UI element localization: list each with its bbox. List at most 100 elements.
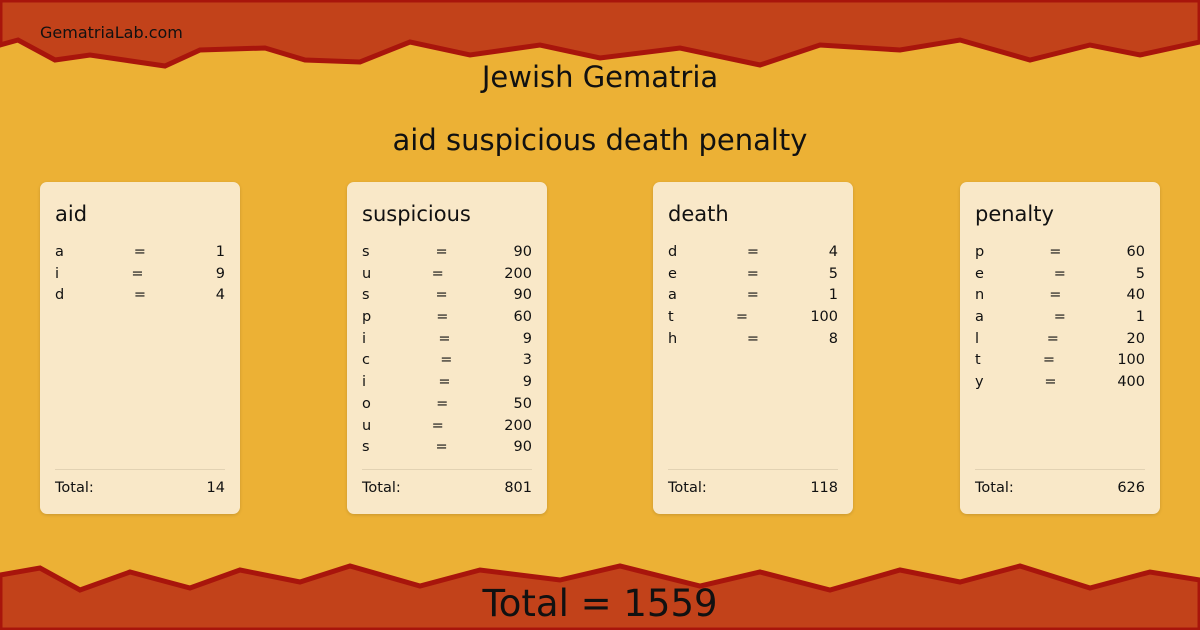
letter: p [975, 244, 985, 260]
word-total: 118 [810, 480, 838, 496]
cipher-title: Jewish Gematria [481, 60, 719, 94]
letter: s [362, 244, 370, 260]
letter: a [975, 309, 984, 326]
equals-sign: = [438, 374, 451, 391]
letter-value: 5 [828, 265, 838, 282]
letter-row: p = 60 [362, 307, 532, 329]
letter-row: h = 8 [668, 329, 838, 351]
equals-sign: = [435, 287, 448, 304]
letter-value: 9 [522, 374, 532, 391]
letter-row: a = 1 [975, 307, 1145, 329]
equals-sign: = [1042, 352, 1056, 369]
letter: o [362, 395, 371, 412]
equals-sign: = [746, 244, 760, 260]
equals-sign: = [1049, 244, 1062, 260]
letter-row: i = 9 [55, 264, 225, 286]
letter: i [362, 330, 367, 347]
letter-value: 100 [1117, 352, 1145, 369]
word-title: suspicious [362, 202, 471, 226]
equals-sign: = [1053, 309, 1066, 326]
letter-value: 100 [810, 309, 838, 326]
total-label: Total: [362, 480, 401, 496]
equals-sign: = [1053, 265, 1066, 282]
letter-value: 4 [215, 287, 225, 304]
letter-row: d = 4 [55, 285, 225, 307]
word-title: aid [55, 202, 88, 226]
letter: d [55, 287, 65, 304]
equals-sign: = [1044, 374, 1057, 391]
letter-row: t = 100 [668, 307, 838, 329]
letter-value: 90 [513, 244, 532, 260]
site-logo-link[interactable]: GematriaLab.com [40, 23, 183, 42]
letter-value: 1 [828, 287, 838, 304]
letter: y [975, 374, 984, 391]
equals-sign: = [436, 395, 449, 412]
equals-sign: = [435, 439, 448, 456]
word-title: death [668, 202, 729, 226]
letter-row: y = 400 [975, 372, 1145, 394]
letter-row: u = 200 [362, 264, 532, 286]
word-total-row: Total: 801 [362, 480, 532, 496]
letter: c [362, 352, 370, 369]
letter: u [362, 265, 372, 282]
equals-sign: = [735, 309, 749, 326]
letter: i [55, 265, 60, 282]
letter-row: d = 4 [668, 242, 838, 264]
letter-row: s = 90 [362, 242, 532, 264]
word-card: death d = 4 e = 5 a = 1 t = 100 h = 8 To… [653, 182, 853, 514]
word-total: 14 [206, 480, 225, 496]
letter-row: a = 1 [55, 242, 225, 264]
letter: s [362, 439, 370, 456]
letter-value: 9 [215, 265, 225, 282]
equals-sign: = [131, 265, 144, 282]
letter-row: p = 60 [975, 242, 1145, 264]
word-total-row: Total: 14 [55, 480, 225, 496]
divider [668, 469, 838, 470]
word-total-row: Total: 626 [975, 480, 1145, 496]
letter-value: 200 [504, 265, 532, 282]
letter: a [668, 287, 677, 304]
letter-row: a = 1 [668, 285, 838, 307]
total-label: Total: [55, 480, 94, 496]
letter-row: i = 9 [362, 329, 532, 351]
word-card: aid a = 1 i = 9 d = 4 Total: 14 [40, 182, 240, 514]
letter: l [975, 330, 980, 347]
letter-row: s = 90 [362, 285, 532, 307]
letter-value: 5 [1135, 265, 1145, 282]
total-label: Total: [975, 480, 1014, 496]
letter-row: e = 5 [975, 264, 1145, 286]
equals-sign: = [438, 330, 451, 347]
grand-total: Total = 1559 [482, 582, 718, 625]
letter-row: i = 9 [362, 372, 532, 394]
divider [55, 469, 225, 470]
divider [975, 469, 1145, 470]
letter-value: 90 [513, 287, 532, 304]
phrase-title: aid suspicious death penalty [392, 123, 808, 157]
letter: t [975, 352, 981, 369]
word-total: 626 [1117, 480, 1145, 496]
equals-sign: = [746, 265, 759, 282]
letter-value: 200 [504, 417, 532, 434]
word-title: penalty [975, 202, 1054, 226]
equals-sign: = [431, 417, 444, 434]
letter: e [668, 265, 677, 282]
letter-value: 20 [1126, 330, 1145, 347]
letter-row: c = 3 [362, 350, 532, 372]
letter: e [975, 265, 984, 282]
divider [362, 469, 532, 470]
word-total: 801 [504, 480, 532, 496]
letter: p [362, 309, 372, 326]
word-card: suspicious s = 90 u = 200 s = 90 p = 60 … [347, 182, 547, 514]
letter-row: o = 50 [362, 394, 532, 416]
letter-value: 8 [828, 330, 838, 347]
equals-sign: = [133, 244, 146, 260]
letter: h [668, 330, 678, 347]
letter-value: 3 [522, 352, 532, 369]
letter-value: 1 [215, 244, 225, 260]
letter-row: u = 200 [362, 416, 532, 438]
equals-sign: = [746, 287, 759, 304]
letter-row: l = 20 [975, 329, 1145, 351]
total-label: Total: [668, 480, 707, 496]
letter-value: 9 [522, 330, 532, 347]
